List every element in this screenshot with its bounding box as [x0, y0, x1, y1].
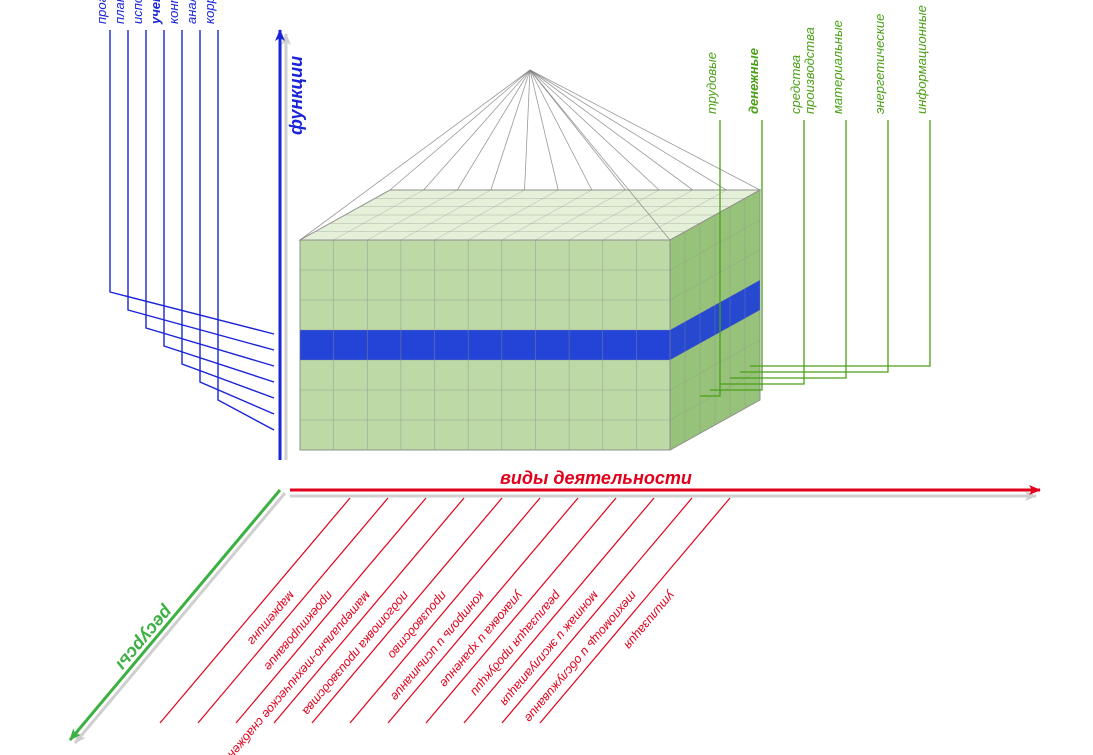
activity-leader	[540, 498, 730, 723]
resource-leader	[750, 120, 930, 366]
function-label: корректирующее воздействие	[202, 0, 217, 24]
resource-label: денежные	[746, 48, 761, 114]
resource-label: средствапроизводства	[788, 27, 817, 114]
resource-label: информационные	[914, 5, 929, 114]
function-leader	[200, 30, 274, 414]
function-label: планирование	[112, 0, 127, 24]
function-label: анализ	[184, 0, 199, 24]
axis-z-label: ресурсы	[112, 602, 178, 675]
function-label: контроль	[166, 0, 181, 24]
function-leader	[146, 30, 274, 366]
axis-y-label: функции	[286, 56, 306, 135]
diagram-canvas: функции виды деятельности ресурсы прогнозир…	[0, 0, 1093, 755]
cube	[300, 70, 760, 450]
function-leader	[110, 30, 274, 334]
function-leader	[218, 30, 274, 430]
resource-label: энергетические	[872, 14, 887, 114]
function-label: исполнение	[130, 0, 145, 24]
function-label: прогнозирование	[94, 0, 109, 24]
activity-label: проектирование	[261, 589, 336, 674]
axis-x-label: виды деятельности	[500, 468, 692, 488]
function-label: учет	[148, 0, 163, 25]
resource-label: материальные	[830, 20, 845, 114]
resource-label: трудовые	[704, 52, 719, 114]
